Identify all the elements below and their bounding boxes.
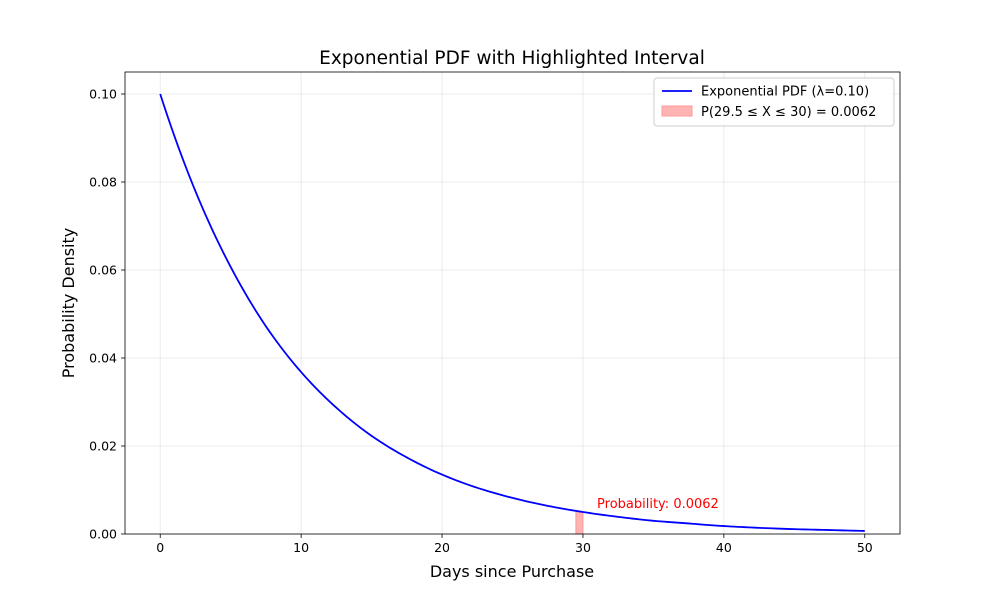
ticks: 0 10 20 30 40 50 0.00 0.02 0.04 0.06 0.08 0.10 [89, 87, 873, 556]
y-axis-title: Probability Density [59, 228, 78, 379]
y-tick-label: 0.02 [89, 439, 117, 454]
series-layer [159, 93, 865, 532]
y-tick-label: 0.06 [89, 263, 117, 278]
series-line [159, 93, 865, 532]
legend-label-pdf: Exponential PDF (λ=0.10) [701, 85, 869, 100]
legend: Exponential PDF (λ=0.10) P(29.5 ≤ X ≤ 30… [653, 77, 895, 127]
y-tick-label: 0.04 [89, 351, 117, 366]
legend-patch-swatch [661, 105, 693, 117]
x-tick-label: 40 [716, 540, 732, 555]
probability-annotation: Probability: 0.0062 [597, 497, 719, 512]
x-axis-title: Days since Purchase [430, 562, 594, 581]
shaded-interval-layer [575, 510, 584, 535]
axes [124, 71, 901, 535]
shaded-interval [575, 510, 584, 535]
x-tick-label: 50 [857, 540, 873, 555]
x-tick-label: 0 [156, 540, 164, 555]
y-tick-label: 0.00 [89, 527, 117, 542]
plot-frame [124, 71, 901, 535]
x-tick-label: 20 [434, 540, 450, 555]
x-tick-label: 30 [575, 540, 591, 555]
legend-label-interval: P(29.5 ≤ X ≤ 30) = 0.0062 [701, 105, 876, 120]
x-tick-label: 10 [293, 540, 309, 555]
legend-box [653, 77, 895, 127]
y-tick-label: 0.10 [89, 87, 117, 102]
y-tick-label: 0.08 [89, 175, 117, 190]
chart-title: Exponential PDF with Highlighted Interva… [319, 48, 705, 69]
